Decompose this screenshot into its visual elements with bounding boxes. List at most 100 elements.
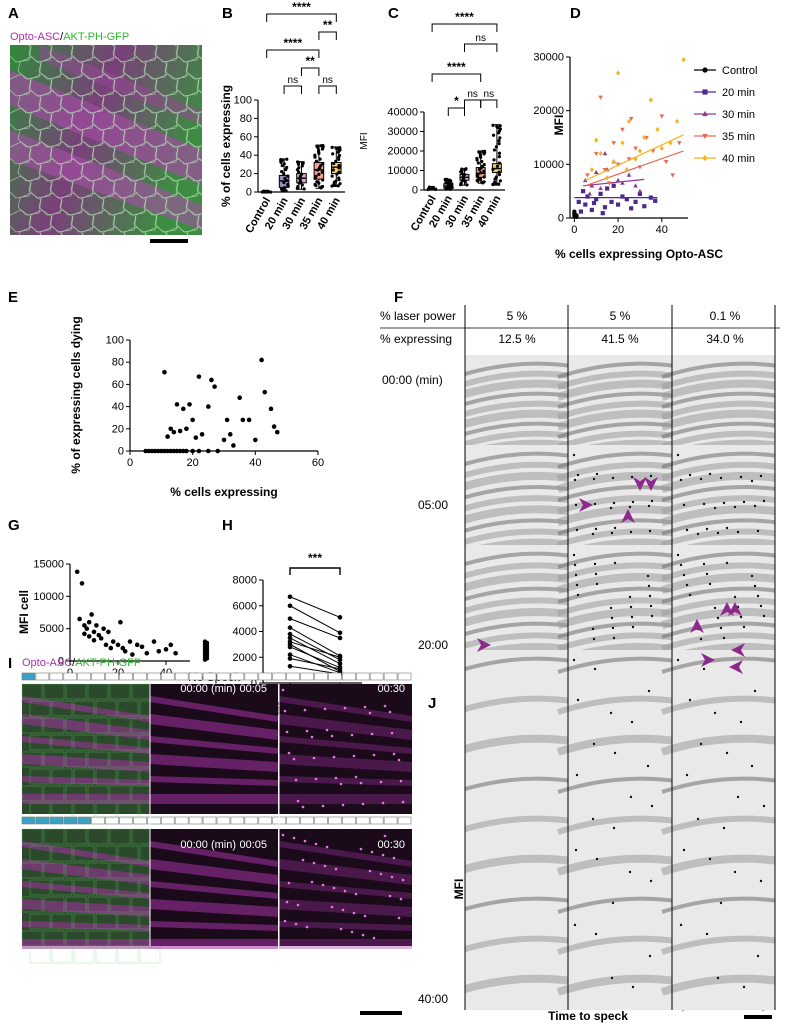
data-point [266, 189, 270, 193]
data-point [297, 166, 301, 170]
data-point [476, 172, 480, 176]
data-point [268, 406, 274, 412]
muscle-fiber [465, 935, 579, 953]
speck [762, 614, 766, 618]
y-axis-label: % of expressing cells dying [69, 316, 83, 473]
speck [708, 582, 712, 586]
data-point [284, 189, 288, 193]
cell-outline [18, 226, 42, 235]
cell-outline [51, 845, 73, 862]
magenta-fiber [21, 881, 151, 899]
data-point [460, 167, 464, 171]
cell-outline [43, 751, 65, 768]
cell-outline [43, 683, 65, 700]
pulse-cell [202, 816, 217, 825]
significance-label: ns [322, 75, 333, 86]
cell-outline [87, 751, 109, 768]
cell-outline [87, 930, 109, 947]
data-point [330, 145, 334, 149]
data-point [674, 118, 680, 124]
data-point [96, 632, 102, 638]
speck [688, 593, 692, 597]
significance-label: ns [288, 75, 299, 86]
speck [594, 572, 598, 576]
data-point [317, 172, 321, 176]
cell-outline [29, 913, 51, 930]
muscle-fiber [465, 815, 579, 833]
data-point [477, 176, 481, 180]
cell-outline [196, 77, 202, 94]
cell-outline [17, 124, 42, 148]
speck [368, 711, 372, 715]
y-axis-label: MFI [452, 879, 466, 900]
cell-outline [95, 734, 117, 751]
cell-outline [73, 768, 95, 785]
magenta-fiber [278, 859, 413, 885]
data-point [84, 626, 90, 631]
cell-outline [73, 700, 95, 717]
cell-outline [59, 124, 84, 148]
muscle-fiber [660, 734, 775, 756]
data-point [130, 652, 135, 657]
pulse-cell [77, 672, 91, 681]
pulse-cell [91, 672, 105, 681]
data-point [190, 417, 195, 423]
pulse-cell [216, 816, 231, 825]
muscle-fiber [660, 505, 775, 527]
data-point [338, 182, 342, 186]
data-point [336, 184, 340, 188]
cell-outline [59, 90, 84, 114]
significance-bracket [318, 85, 337, 94]
speck [359, 847, 363, 851]
timelapse-tile [465, 650, 568, 1010]
panel-i-akt-label: AKT-PH-GFP [75, 657, 141, 669]
speck [628, 870, 632, 874]
data-point [301, 161, 305, 165]
data-point [77, 616, 82, 622]
data-point [190, 448, 195, 454]
muscle-fiber [465, 776, 579, 792]
f-time-3: 40:00 [418, 992, 448, 1006]
muscle-fiber [661, 391, 775, 409]
speck [305, 925, 309, 929]
cell-outline [117, 913, 139, 930]
magenta-fiber [149, 859, 279, 885]
cell-outline [91, 107, 116, 131]
muscle-fiber [661, 562, 775, 582]
y-tick-label: 20000 [533, 105, 564, 117]
speck [591, 532, 595, 536]
y-tick-label: 40000 [387, 107, 418, 119]
expr-col-1: 12.5 % [498, 332, 536, 346]
speck [609, 711, 613, 715]
data-point [103, 642, 109, 648]
speck [688, 473, 692, 477]
data-point [495, 124, 499, 129]
data-point [315, 180, 319, 184]
speck [650, 804, 654, 808]
data-point [296, 184, 300, 189]
muscle-fiber [556, 974, 683, 996]
speck [576, 593, 580, 597]
cell-outline [28, 107, 53, 131]
pair-line [289, 646, 341, 669]
data-point [337, 615, 343, 620]
muscle-fiber [661, 896, 775, 914]
x-tick-label: 0 [127, 457, 133, 469]
speck [573, 563, 577, 567]
cell-outline [154, 209, 179, 233]
data-point [433, 187, 438, 191]
f-time-1: 05:00 [418, 498, 448, 512]
speck [759, 879, 763, 883]
pulse-cell [286, 816, 300, 825]
y-tick-label: 0 [251, 678, 257, 690]
significance-label: **** [455, 10, 474, 24]
data-point [279, 157, 283, 162]
cell-outline [49, 73, 74, 97]
muscle-fiber [465, 656, 579, 672]
cell-outline [196, 145, 202, 162]
cell-outline [185, 192, 202, 216]
pair-line [289, 658, 341, 670]
data-point [598, 185, 603, 191]
pulse-cell [119, 816, 133, 825]
speck [399, 779, 403, 783]
